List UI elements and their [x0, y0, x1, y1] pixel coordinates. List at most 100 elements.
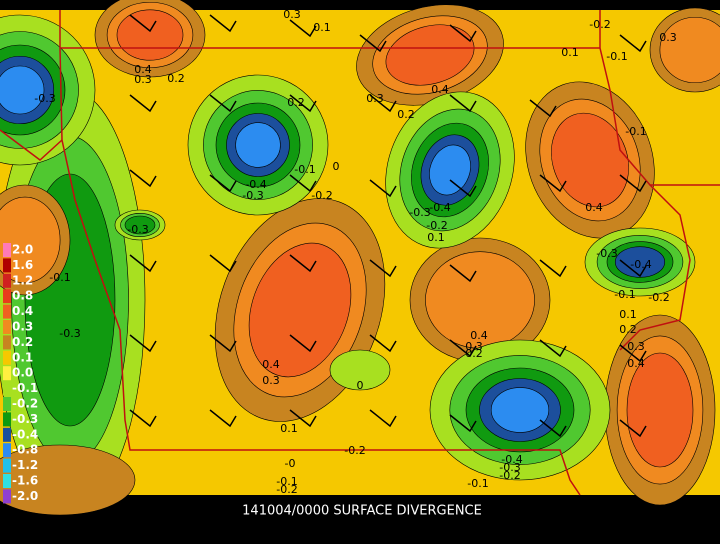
- contour-label: 0.3: [366, 92, 384, 105]
- legend-swatch: [3, 350, 11, 365]
- legend-swatch: [3, 320, 11, 334]
- legend-label: -0.3: [12, 412, 38, 426]
- contour-label: 0.1: [561, 46, 579, 59]
- wind-barb: [209, 94, 237, 113]
- legend-label: -0.1: [12, 381, 38, 395]
- legend-swatch: [3, 366, 11, 381]
- wind-barb: [369, 334, 397, 353]
- wind-barb: [449, 179, 477, 198]
- legend-swatch: [3, 289, 11, 304]
- contour-label: 0.2: [287, 96, 305, 109]
- legend-swatch: [3, 381, 11, 396]
- wind-barb: [449, 24, 477, 43]
- legend-swatch: [3, 443, 11, 458]
- contour-label: 0.4: [470, 329, 488, 342]
- wind-barb: [289, 174, 317, 193]
- wind-barb: [129, 409, 157, 428]
- wind-barb: [369, 409, 397, 428]
- wind-barb: [369, 179, 397, 198]
- legend-label: 0.3: [12, 320, 33, 334]
- contour-label: 0.1: [619, 308, 637, 321]
- wind-barb: [369, 259, 397, 278]
- legend-label: -0.8: [12, 443, 38, 457]
- contour-label: -0.2: [499, 469, 520, 482]
- legend-swatch: [3, 243, 11, 257]
- contour-label: -0.1: [276, 475, 297, 488]
- contour-label: -0.4: [501, 453, 522, 466]
- wind-barb: [619, 344, 647, 363]
- wind-barb: [209, 334, 237, 353]
- contour-label: -0.2: [426, 219, 447, 232]
- contour-fill: [116, 9, 184, 61]
- wind-barb: [539, 174, 567, 193]
- legend-label: 0.1: [12, 350, 33, 364]
- state-border: [599, 10, 720, 186]
- wind-barb: [129, 14, 157, 33]
- contour-label: 0.3: [134, 73, 152, 86]
- legend-swatch: [3, 397, 11, 411]
- contour-label: -0.4: [245, 178, 266, 191]
- contour-fill: [235, 122, 281, 168]
- contour-label: 0.4: [585, 201, 603, 214]
- contour-label: -0.3: [596, 247, 617, 260]
- legend-label: 1.6: [12, 258, 33, 272]
- contour-fill: [429, 144, 471, 196]
- contour-label: -0.3: [59, 327, 80, 340]
- legend-swatch: [3, 427, 11, 442]
- contour-label: 0.2: [397, 108, 415, 121]
- contour-label: 0: [333, 160, 340, 173]
- wind-barb: [129, 334, 157, 353]
- legend-label: -0.4: [12, 427, 38, 441]
- contour-fill: [124, 215, 156, 235]
- legend-swatch: [3, 273, 11, 288]
- contour-label: 0.1: [427, 231, 445, 244]
- contour-label: -0.2: [311, 189, 332, 202]
- contour-label: -0.4: [429, 201, 450, 214]
- wind-barb: [209, 14, 237, 33]
- contour-label: -0.2: [648, 291, 669, 304]
- contour-label: 0.1: [280, 422, 298, 435]
- contour-label: -0.3: [409, 206, 430, 219]
- contour-label: 0.2: [465, 347, 483, 360]
- legend-swatch: [3, 458, 11, 473]
- legend-swatch: [3, 474, 11, 488]
- contour-fill: [614, 246, 666, 278]
- contour-label: -0.3: [499, 461, 520, 474]
- legend-label: -1.2: [12, 458, 38, 472]
- wind-barb: [539, 259, 567, 278]
- wind-barb: [129, 94, 157, 113]
- state-border: [59, 10, 581, 496]
- contour-label: -0.1: [606, 50, 627, 63]
- wind-barb: [289, 19, 317, 38]
- legend-swatch: [3, 258, 11, 273]
- legend-label: -2.0: [12, 489, 38, 503]
- legend-label: 0.2: [12, 335, 33, 349]
- contour-label: -0.3: [127, 223, 148, 236]
- wind-barb: [529, 99, 557, 118]
- wind-barb: [449, 339, 477, 358]
- contour-label: 0.4: [627, 357, 645, 370]
- wind-barb: [449, 94, 477, 113]
- contour-label: 0.2: [167, 72, 185, 85]
- contour-label: -0.1: [49, 271, 70, 284]
- contour-label: -0: [285, 457, 296, 470]
- legend-label: 0.4: [12, 304, 33, 318]
- contour-label: -0.1: [467, 477, 488, 490]
- state-border: [619, 184, 691, 351]
- contour-label: -0.2: [589, 18, 610, 31]
- contour-label: -0.2: [276, 483, 297, 496]
- contour-label: 0.1: [313, 21, 331, 34]
- legend-swatch: [3, 304, 11, 319]
- wind-barb: [369, 94, 397, 113]
- wind-barb: [289, 254, 317, 273]
- wind-barb: [619, 174, 647, 193]
- contour-fill: [385, 24, 475, 86]
- contour-label: 0.3: [627, 340, 645, 353]
- contour-label: 0.3: [465, 340, 483, 353]
- wind-barb: [129, 254, 157, 273]
- contour-label: -0.4: [630, 258, 651, 271]
- wind-barb: [209, 409, 237, 428]
- wind-barb: [619, 259, 647, 278]
- wind-barb: [449, 264, 477, 283]
